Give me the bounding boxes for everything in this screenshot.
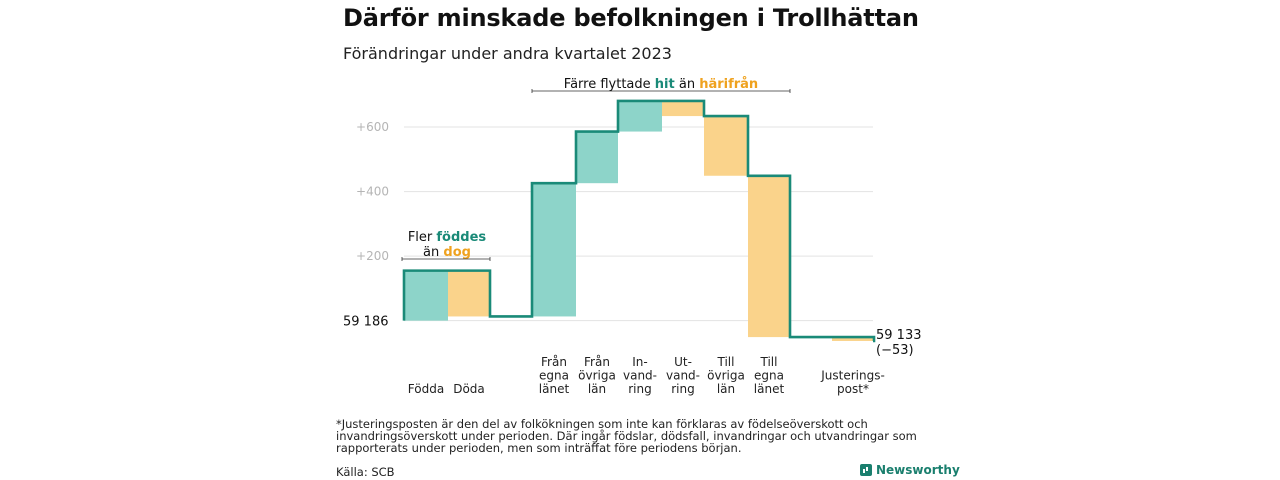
- x-tick-label: ring: [628, 382, 652, 396]
- x-tick-label: In-: [632, 355, 647, 369]
- annotation-text: än dog: [423, 245, 471, 260]
- chart-title: Därför minskade befolkningen i Trollhätt…: [343, 4, 919, 32]
- x-tick-label: egna: [539, 369, 569, 383]
- annotation-segment: härifrån: [699, 77, 758, 92]
- bar: [576, 131, 618, 184]
- annotation-text: Färre flyttade hit än härifrån: [564, 77, 758, 92]
- annotation-text: Fler föddes: [408, 230, 487, 245]
- brand-logo: Newsworthy: [860, 463, 960, 477]
- bar: [448, 270, 490, 317]
- x-tick-label: övriga: [578, 369, 616, 383]
- x-tick-label: Till: [760, 355, 778, 369]
- x-tick-label: Från: [541, 355, 567, 369]
- x-tick-label: länet: [754, 382, 785, 396]
- x-tick-label: vand-: [666, 369, 700, 383]
- newsworthy-icon: [860, 464, 872, 476]
- bar: [618, 100, 662, 132]
- running-total-line: [402, 99, 876, 343]
- bar: [704, 116, 748, 176]
- annotation-segment: föddes: [436, 230, 486, 245]
- bar: [832, 337, 874, 341]
- annotation-segment: Färre flyttade: [564, 77, 655, 92]
- end-change-label: (−53): [876, 343, 914, 358]
- x-tick-label: ring: [671, 382, 695, 396]
- x-tick-label: övriga: [707, 369, 745, 383]
- bar: [532, 183, 576, 317]
- x-tick-label: vand-: [623, 369, 657, 383]
- x-tick-label: Döda: [453, 382, 485, 396]
- x-tick-label: post*: [837, 382, 869, 396]
- y-tick-label: +200: [356, 249, 389, 263]
- x-tick-label: Till: [717, 355, 735, 369]
- x-tick-label: län: [717, 382, 735, 396]
- x-tick-label: Födda: [408, 382, 444, 396]
- annotation-segment: än: [675, 77, 699, 92]
- annotation-segment: dog: [443, 245, 471, 260]
- y-tick-label: +600: [356, 120, 389, 134]
- brand-name: Newsworthy: [876, 463, 960, 477]
- annotation-segment: Fler: [408, 230, 437, 245]
- x-tick-label: länet: [539, 382, 570, 396]
- bar: [404, 270, 448, 321]
- footnote: *Justeringsposten är den del av folkökni…: [336, 417, 917, 455]
- x-tick-label: Ut-: [674, 355, 692, 369]
- annotation-segment: hit: [655, 77, 675, 92]
- annotation-segment: än: [423, 245, 443, 260]
- y-tick-label: +400: [356, 185, 389, 199]
- x-tick-label: Från: [584, 355, 610, 369]
- bar: [748, 175, 790, 338]
- x-tick-label: Justerings-: [820, 369, 885, 383]
- x-tick-label: egna: [754, 369, 784, 383]
- chart-subtitle: Förändringar under andra kvartalet 2023: [343, 44, 672, 63]
- end-value-label: 59 133: [876, 328, 922, 343]
- x-tick-label: län: [588, 382, 606, 396]
- bar: [662, 100, 704, 117]
- source-credit: Källa: SCB: [336, 465, 395, 479]
- start-value-label: 59 186: [343, 315, 389, 330]
